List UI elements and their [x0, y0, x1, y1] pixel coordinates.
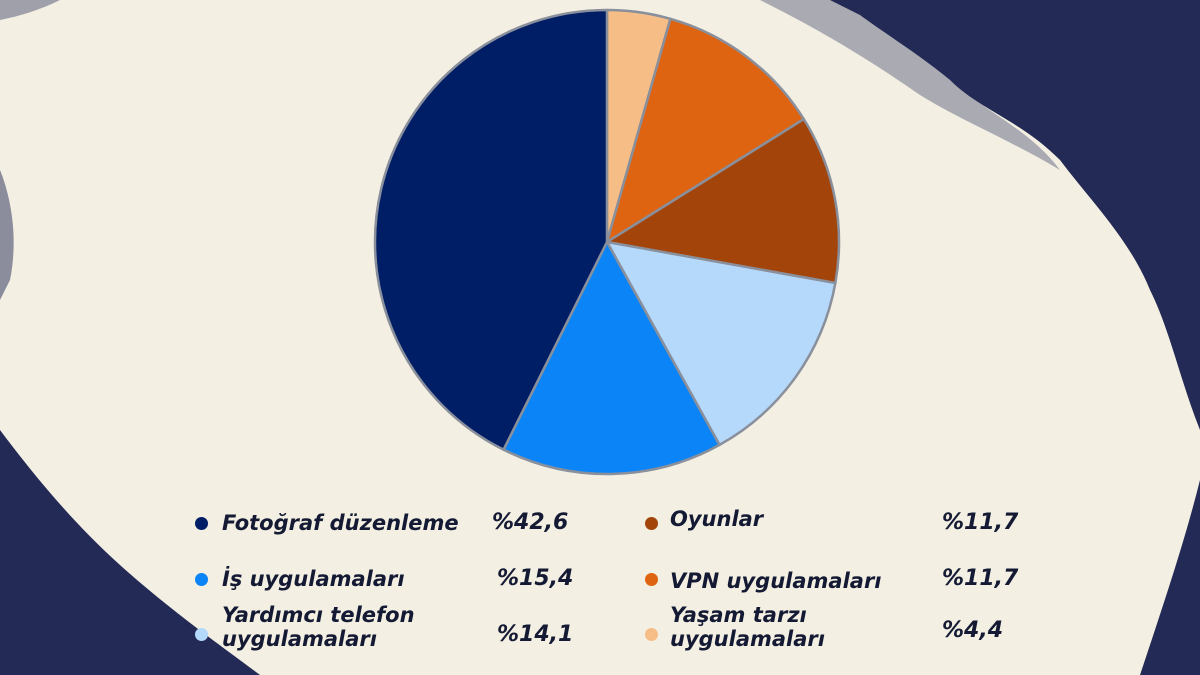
legend-dot-lifestyle-apps [645, 628, 658, 641]
legend-value-photo-editing: %42,6 [492, 510, 569, 535]
slice-utility-apps [605, 240, 837, 447]
slice-games [605, 117, 841, 285]
ink-top-left-speck [0, 0, 60, 20]
legend-label-photo-editing: Fotoğraf düzenleme [222, 511, 459, 535]
legend-label-vpn-apps: VPN uygulamaları [670, 569, 882, 593]
legend-value-lifestyle-apps: %4,4 [942, 618, 1004, 643]
legend-dot-business-apps [195, 573, 208, 586]
legend-text: Fotoğraf düzenleme [222, 511, 459, 535]
legend-text: Yardımcı telefon uygulamaları [222, 603, 415, 651]
ink-bottom-right [1140, 480, 1200, 675]
ink-top-right-fade [760, 0, 1060, 170]
slice-photo-editing [373, 8, 609, 451]
legend-label-lifestyle-apps: Yaşam tarzı uygulamaları [670, 603, 860, 651]
legend-dot-photo-editing [195, 517, 208, 530]
ink-left-edge [0, 170, 14, 300]
legend-text: Oyunlar [670, 507, 764, 531]
legend-dot-games [645, 517, 658, 530]
legend-value-games: %11,7 [942, 510, 1019, 535]
legend-dot-vpn-apps [645, 573, 658, 586]
slice-business-apps [502, 240, 721, 476]
legend-value-vpn-apps: %11,7 [942, 566, 1019, 591]
ink-top-right [830, 0, 1200, 430]
legend-value-utility-apps: %14,1 [497, 622, 574, 647]
legend-dot-utility-apps [195, 628, 208, 641]
legend-label-utility-apps: Yardımcı telefon uygulamaları [222, 603, 462, 651]
legend-value-business-apps: %15,4 [497, 566, 574, 591]
legend-text: Yaşam tarzı uygulamaları [670, 603, 825, 651]
legend-label-business-apps: İş uygulamaları [222, 567, 405, 591]
legend-label-games: Oyunlar [670, 507, 763, 531]
slice-vpn-apps [605, 17, 806, 244]
legend-text: VPN uygulamaları [670, 569, 882, 593]
ink-bottom-left [0, 430, 260, 675]
legend-text: İş uygulamaları [222, 567, 405, 591]
